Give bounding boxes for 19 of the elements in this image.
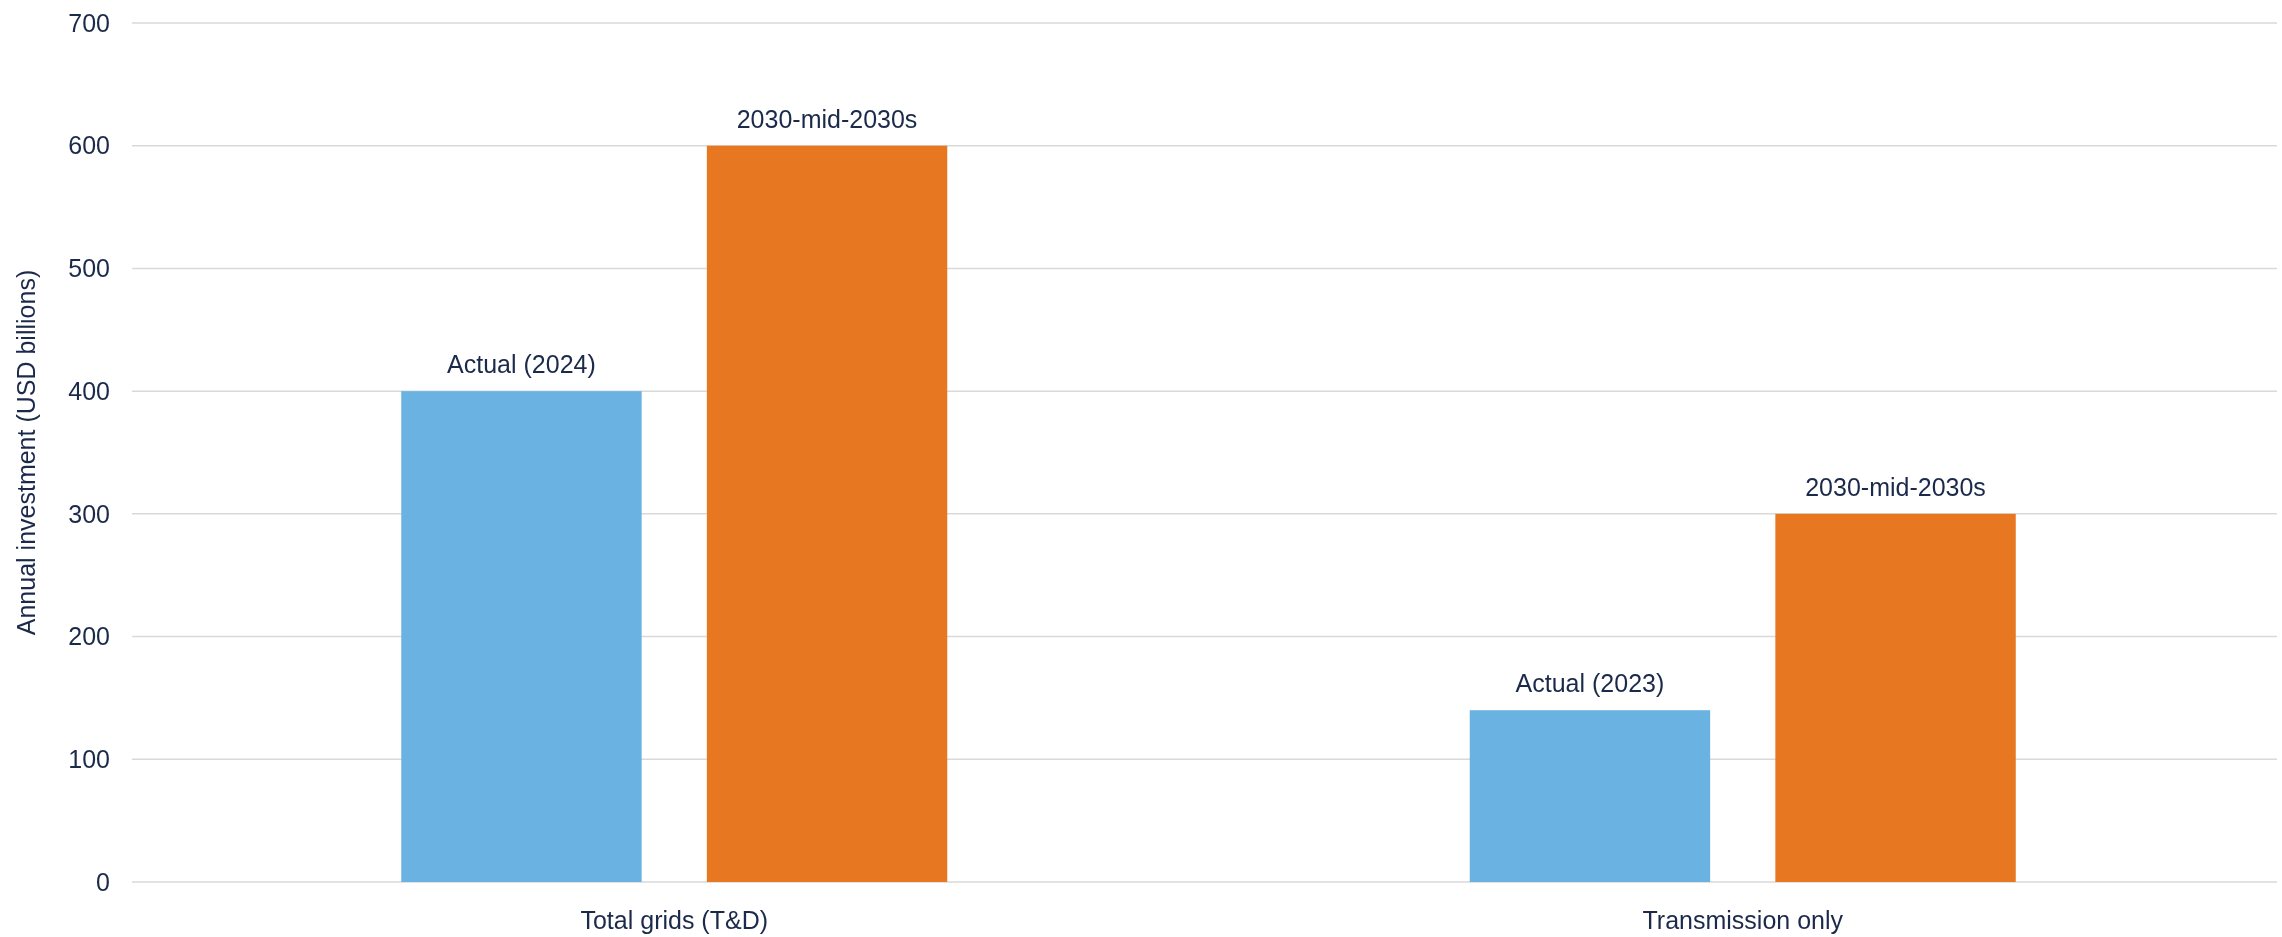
bar	[1469, 710, 1711, 882]
annotation: 2030-mid-2030s	[736, 104, 918, 133]
annotation: Actual (2024)	[447, 350, 596, 379]
bar	[1775, 513, 2016, 882]
x-tick-label: Total grids (T&D)	[580, 906, 769, 934]
y-tick-label: 500	[68, 254, 110, 283]
y-tick-label: 400	[68, 376, 110, 405]
y-tick-label: 700	[68, 8, 110, 37]
bar	[401, 391, 642, 882]
y-tick-label: 300	[68, 499, 110, 528]
y-tick-label: 0	[96, 867, 110, 896]
y-tick-label: 200	[68, 622, 110, 651]
annotation: 2030-mid-2030s	[1805, 472, 1986, 501]
annotation: Actual (2023)	[1515, 669, 1665, 698]
bar	[706, 145, 948, 882]
y-tick-label: 600	[68, 131, 110, 160]
x-tick-label: Transmission only	[1642, 906, 1844, 934]
y-tick-label: 100	[68, 745, 110, 774]
y-axis-title: Annual investment (USD billions)	[12, 269, 40, 636]
